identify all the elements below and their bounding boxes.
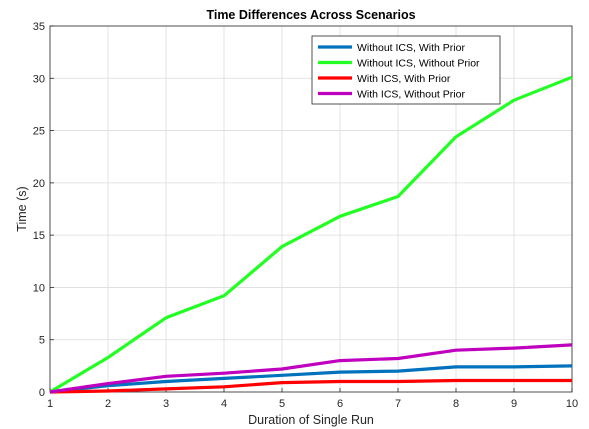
y-tick-label: 10 xyxy=(33,282,45,294)
y-tick-label: 0 xyxy=(39,387,45,399)
legend-label-3: With ICS, With Prior xyxy=(357,73,451,85)
series-line-2 xyxy=(49,75,573,394)
x-tick-label: 5 xyxy=(279,398,285,410)
series-lines xyxy=(49,75,573,394)
x-tick-label: 1 xyxy=(47,398,53,410)
legend-label-4: With ICS, Without Prior xyxy=(357,89,465,101)
y-tick-label: 5 xyxy=(39,335,45,347)
series-line-4 xyxy=(49,343,573,394)
series-line-1 xyxy=(49,364,573,394)
series-line-3 xyxy=(49,378,572,394)
y-tick-label: 20 xyxy=(33,178,45,190)
legend: Without ICS, With Prior Without ICS, With… xyxy=(311,35,501,105)
plot-frame xyxy=(49,25,573,393)
x-tick-label: 2 xyxy=(105,398,111,410)
y-tick-label: 30 xyxy=(33,73,45,85)
legend-label-1: Without ICS, With Prior xyxy=(357,42,465,54)
x-axis-label: Duration of Single Run xyxy=(248,413,374,427)
x-tick-label: 10 xyxy=(566,398,578,410)
y-tick-label: 15 xyxy=(33,230,45,242)
x-tick-label: 8 xyxy=(453,398,459,410)
legend-label-2: Without ICS, Without Prior xyxy=(357,58,480,70)
x-tick-label: 6 xyxy=(337,398,343,410)
x-tick-label: 4 xyxy=(221,398,227,410)
x-tick-label: 9 xyxy=(511,398,517,410)
y-axis-label: Time (s) xyxy=(15,186,29,231)
y-tick-label: 25 xyxy=(33,126,45,138)
x-tick-label: 7 xyxy=(395,398,401,410)
y-tick-label: 35 xyxy=(33,21,45,33)
x-tick-label: 3 xyxy=(163,398,169,410)
chart-title: Time Differences Across Scenarios xyxy=(206,8,415,22)
